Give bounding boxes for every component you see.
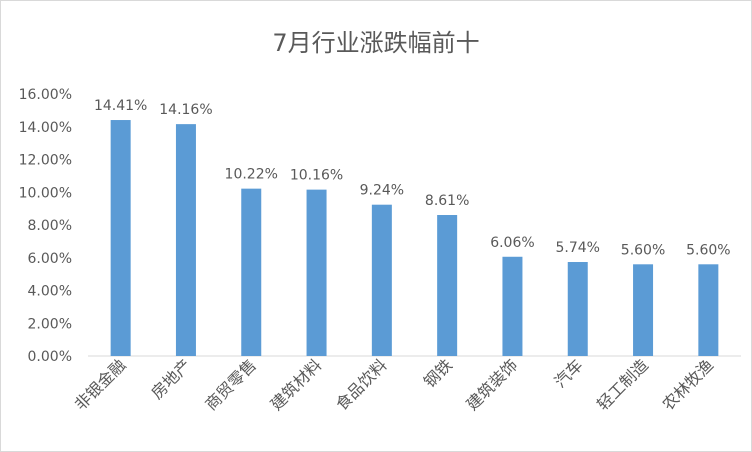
bar: [371, 204, 392, 356]
data-label: 14.16%: [159, 102, 212, 118]
bar: [502, 256, 523, 356]
data-label: 5.60%: [686, 242, 730, 258]
x-tick-label: 钢铁: [420, 355, 456, 391]
x-tick-label: 建筑材料: [267, 355, 326, 414]
bar: [110, 120, 131, 356]
y-tick-label: 8.00%: [28, 218, 72, 234]
data-label: 5.74%: [556, 240, 600, 256]
x-tick-label: 房地产: [147, 355, 194, 402]
x-tick-label: 非银金融: [71, 355, 130, 414]
data-label: 14.41%: [94, 98, 147, 114]
y-tick-label: 10.00%: [19, 185, 72, 201]
bar: [698, 264, 719, 356]
y-tick-label: 12.00%: [19, 153, 72, 169]
data-label: 10.22%: [225, 167, 278, 183]
y-tick-label: 16.00%: [19, 87, 72, 103]
x-tick-label: 汽车: [551, 355, 587, 391]
data-label: 5.60%: [621, 242, 665, 258]
y-tick-label: 2.00%: [28, 316, 72, 332]
bar: [633, 264, 654, 356]
bar: [306, 189, 327, 356]
data-label: 10.16%: [290, 168, 343, 184]
bar: [175, 124, 196, 356]
bar: [437, 215, 458, 356]
bar: [567, 262, 588, 356]
chart-title: 7月行业涨跌幅前十: [272, 29, 480, 57]
data-label: 9.24%: [360, 183, 404, 199]
x-tick-label: 食品饮料: [332, 355, 391, 414]
y-tick-label: 14.00%: [19, 120, 72, 136]
bar: [241, 188, 262, 356]
data-label: 8.61%: [425, 193, 469, 209]
x-tick-label: 建筑装饰: [463, 355, 522, 414]
y-tick-label: 6.00%: [28, 251, 72, 267]
x-tick-label: 商贸零售: [201, 355, 260, 414]
y-tick-label: 0.00%: [28, 349, 72, 365]
y-tick-label: 4.00%: [28, 284, 72, 300]
x-tick-label: 农林牧渔: [658, 355, 717, 414]
data-label: 6.06%: [490, 235, 534, 251]
x-tick-label: 轻工制造: [593, 355, 652, 414]
